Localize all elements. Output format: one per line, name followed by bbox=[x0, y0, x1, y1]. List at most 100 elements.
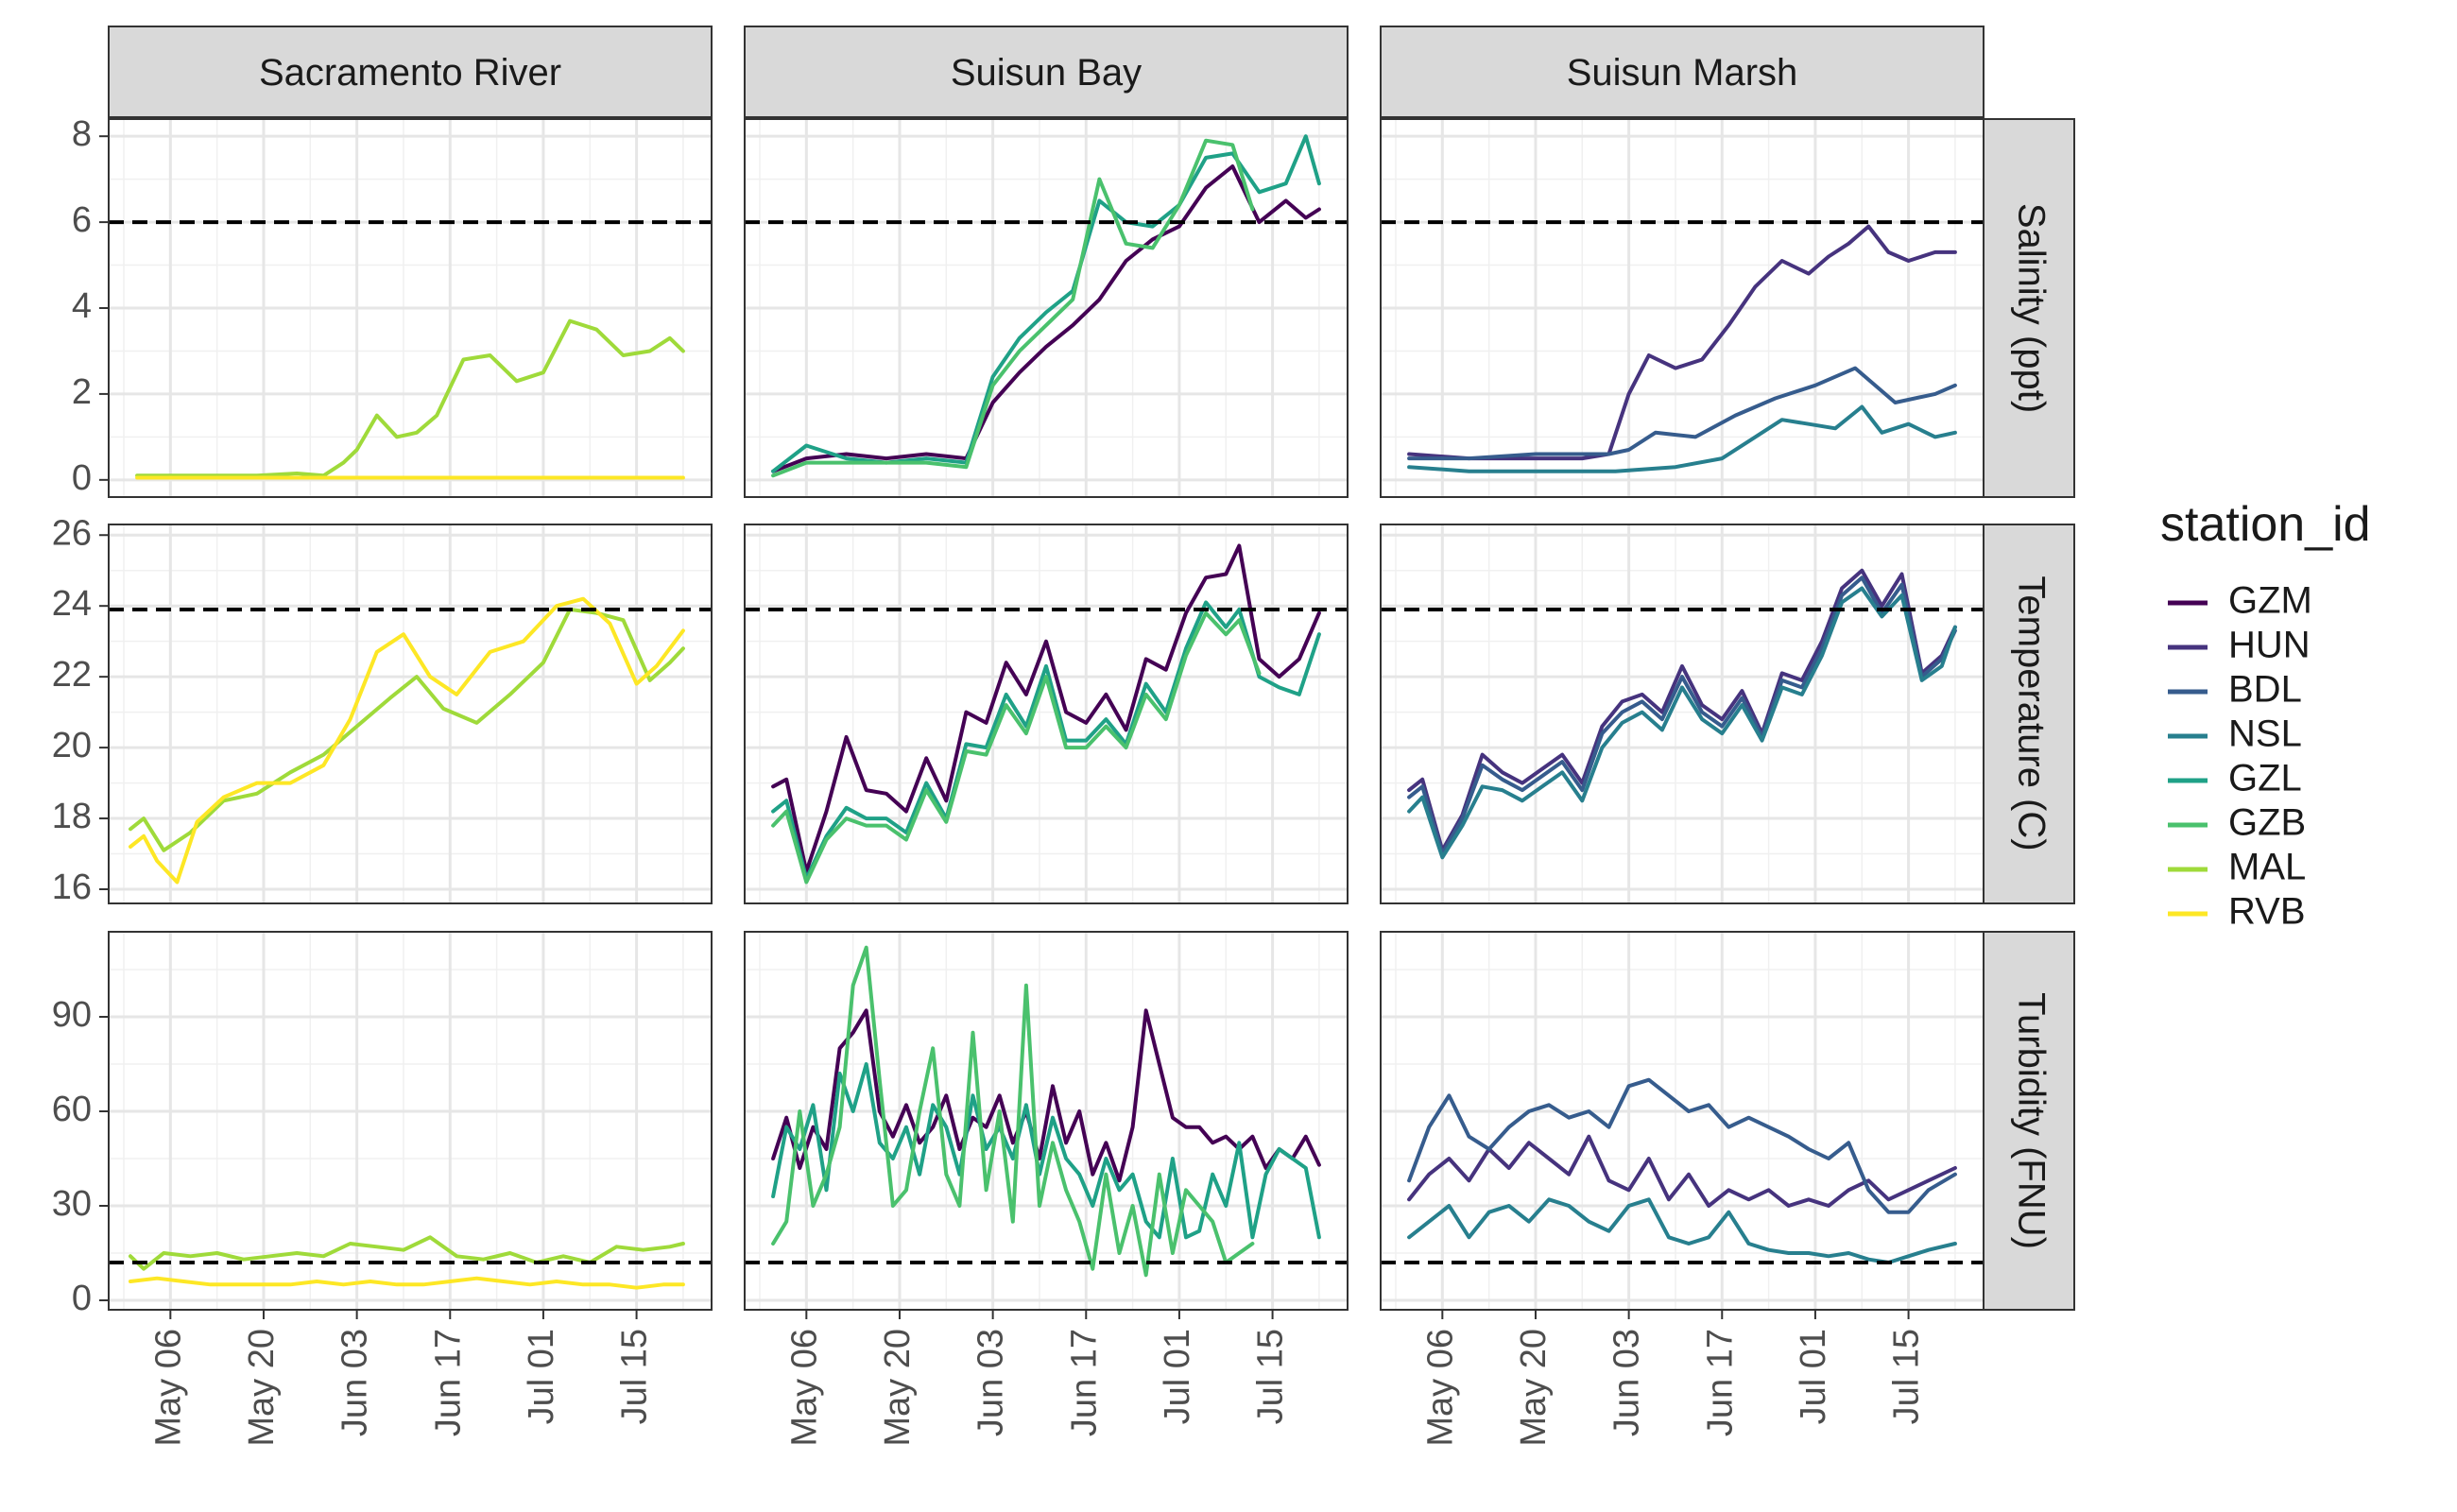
column-strips: Sacramento River Suisun Bay Suisun Marsh bbox=[108, 26, 1984, 118]
strip-row-1-background bbox=[1983, 118, 2075, 498]
series-line-hun bbox=[1407, 1134, 1957, 1208]
x-tick-label: May 20 bbox=[242, 1329, 282, 1447]
legend-item-nsl: NSL bbox=[2168, 713, 2302, 755]
panel-border bbox=[1380, 931, 1984, 1311]
legend-label: GZL bbox=[2228, 758, 2302, 799]
gridlines bbox=[109, 524, 712, 903]
panel-background bbox=[1381, 932, 1984, 1310]
series-line-hun bbox=[1407, 568, 1957, 852]
series-line-rvb bbox=[129, 596, 685, 885]
series-lines bbox=[135, 318, 685, 480]
x-axis-col-2: May 06 May 20 Jun 03 Jun 17 Jul 01 Jul 15 bbox=[784, 1310, 1291, 1447]
series-line-gzl bbox=[771, 600, 1321, 881]
x-tick-label: May 20 bbox=[878, 1329, 918, 1447]
legend-item-mal: MAL bbox=[2168, 847, 2306, 888]
panel-border bbox=[744, 118, 1349, 498]
x-tick-label: Jun 03 bbox=[1607, 1329, 1647, 1436]
panel-border bbox=[108, 931, 713, 1311]
strip-row-3-label: Turbidity (FNU) bbox=[2010, 992, 2052, 1249]
y-tick-label: 24 bbox=[52, 584, 92, 624]
y-tick-label: 26 bbox=[52, 513, 92, 553]
legend-item-gzl: GZL bbox=[2168, 758, 2302, 799]
y-tick-label: 6 bbox=[72, 200, 92, 240]
panel-border bbox=[108, 524, 713, 904]
y-axis-row-2: 16 18 20 22 24 26 bbox=[52, 513, 109, 907]
x-tick-label: Jul 01 bbox=[1794, 1329, 1833, 1424]
panel-r2-c3 bbox=[1380, 524, 1984, 904]
panel-r3-c1 bbox=[108, 931, 713, 1311]
series-line-gzb bbox=[771, 945, 1255, 1278]
series-line-gzm bbox=[771, 164, 1321, 473]
series-line-mal bbox=[129, 607, 685, 852]
y-tick-label: 22 bbox=[52, 655, 92, 695]
panel-background bbox=[745, 524, 1348, 903]
strip-col-2-label: Suisun Bay bbox=[951, 52, 1142, 94]
y-tick-label: 0 bbox=[72, 1279, 92, 1318]
gridlines bbox=[745, 119, 1348, 497]
panel-background bbox=[109, 524, 712, 903]
series-line-nsl bbox=[1407, 1197, 1957, 1264]
series-line-bdl bbox=[1407, 366, 1957, 461]
series-line-nsl bbox=[1407, 404, 1957, 473]
series-lines bbox=[129, 1235, 685, 1290]
series-line-hun bbox=[1407, 224, 1957, 461]
gridlines bbox=[109, 932, 712, 1310]
gridlines bbox=[1381, 119, 1984, 497]
series-line-bdl bbox=[1407, 576, 1957, 856]
legend-label: MAL bbox=[2228, 847, 2306, 888]
row-strips: Salinity (ppt) Temperature (C) Turbidity… bbox=[1983, 118, 2075, 1311]
legend-label: BDL bbox=[2228, 669, 2302, 711]
panel-border bbox=[744, 931, 1349, 1311]
x-tick-label: Jul 01 bbox=[522, 1329, 561, 1424]
x-axis-col-3: May 06 May 20 Jun 03 Jun 17 Jul 01 Jul 15 bbox=[1420, 1310, 1927, 1447]
x-tick-label: Jun 03 bbox=[335, 1329, 375, 1436]
x-tick-label: Jul 15 bbox=[1887, 1329, 1927, 1424]
strip-col-3-label: Suisun Marsh bbox=[1567, 52, 1798, 94]
series-line-bdl bbox=[1407, 1077, 1957, 1214]
series-lines bbox=[129, 596, 685, 885]
panel-r2-c2 bbox=[744, 524, 1349, 904]
y-axis-row-3: 0 30 60 90 bbox=[52, 995, 109, 1318]
x-tick-label: Jul 01 bbox=[1158, 1329, 1197, 1424]
y-tick-label: 30 bbox=[52, 1184, 92, 1224]
x-tick-label: Jun 17 bbox=[1064, 1329, 1104, 1436]
series-line-mal bbox=[129, 1235, 685, 1271]
strip-col-1-background bbox=[108, 26, 713, 118]
x-tick-label: May 06 bbox=[148, 1329, 188, 1447]
legend-label: HUN bbox=[2228, 625, 2311, 666]
series-line-rvb bbox=[129, 1276, 685, 1290]
panel-background bbox=[1381, 524, 1984, 903]
strip-col-1-label: Sacramento River bbox=[259, 52, 561, 94]
legend-item-bdl: BDL bbox=[2168, 669, 2302, 711]
series-line-gzm bbox=[771, 1008, 1321, 1183]
series-lines bbox=[771, 945, 1321, 1278]
y-tick-label: 8 bbox=[72, 114, 92, 154]
series-line-mal bbox=[135, 318, 685, 478]
legend-item-gzm: GZM bbox=[2168, 580, 2312, 622]
legend-label: GZM bbox=[2228, 580, 2312, 622]
y-tick-label: 90 bbox=[52, 995, 92, 1035]
legend-item-rvb: RVB bbox=[2168, 891, 2306, 933]
y-tick-label: 60 bbox=[52, 1090, 92, 1129]
series-lines bbox=[1407, 568, 1957, 860]
x-tick-label: Jun 03 bbox=[971, 1329, 1011, 1436]
x-tick-label: May 06 bbox=[1420, 1329, 1460, 1447]
panel-border bbox=[1380, 118, 1984, 498]
legend-title: station_id bbox=[2160, 497, 2371, 552]
legend-item-gzb: GZB bbox=[2168, 802, 2306, 844]
strip-row-1-label: Salinity (ppt) bbox=[2010, 203, 2052, 413]
y-tick-label: 18 bbox=[52, 797, 92, 836]
y-tick-label: 16 bbox=[52, 868, 92, 907]
series-line-gzb bbox=[771, 138, 1255, 478]
series-line-nsl bbox=[1407, 586, 1957, 860]
strip-col-3-background bbox=[1380, 26, 1984, 118]
x-axis-col-1: May 06 May 20 Jun 03 Jun 17 Jul 01 Jul 15 bbox=[148, 1310, 655, 1447]
y-axis-row-1: 0 2 4 6 8 bbox=[72, 114, 109, 498]
y-tick-label: 0 bbox=[72, 458, 92, 498]
legend-label: GZB bbox=[2228, 802, 2306, 844]
series-lines bbox=[771, 543, 1321, 885]
panel-border bbox=[1380, 524, 1984, 904]
